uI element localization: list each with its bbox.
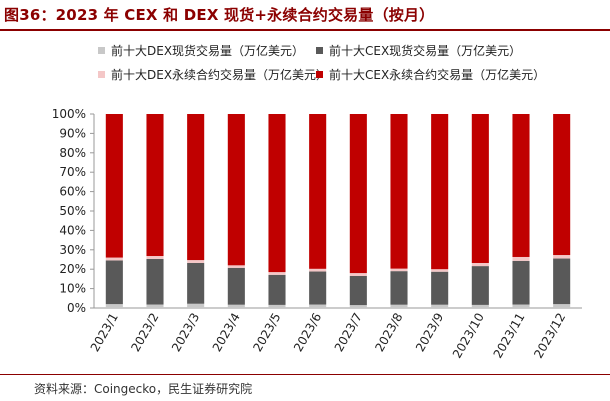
x-tick-label: 2023/12 — [531, 311, 568, 361]
y-tick-label: 40% — [59, 223, 86, 237]
bar-segment — [553, 304, 571, 308]
bar-segment — [146, 258, 164, 305]
bar-segment — [187, 303, 205, 308]
legend-item-dex-spot: 前十大DEX现货交易量（万亿美元） — [98, 42, 304, 59]
x-tick-label: 2023/2 — [128, 311, 161, 355]
bar-segment — [105, 304, 123, 308]
bar-segment — [431, 304, 449, 308]
y-tick-label: 100% — [52, 107, 86, 121]
bar-segment — [390, 271, 408, 305]
bar-segment — [146, 256, 164, 259]
x-tick-label: 2023/8 — [372, 311, 405, 355]
x-tick-label: 2023/5 — [250, 311, 283, 355]
y-tick-label: 10% — [59, 282, 86, 296]
y-tick-label: 30% — [59, 243, 86, 257]
legend-item-cex-perp: 前十大CEX永续合约交易量（万亿美元） — [316, 66, 545, 83]
legend-label: 前十大CEX永续合约交易量（万亿美元） — [329, 68, 546, 82]
legend-swatch — [98, 71, 105, 78]
legend-swatch — [316, 47, 323, 54]
y-tick-label: 80% — [59, 146, 86, 160]
x-tick-label: 2023/7 — [332, 311, 365, 355]
legend-item-cex-spot: 前十大CEX现货交易量（万亿美元） — [316, 42, 521, 59]
bar-segment — [512, 114, 530, 257]
y-tick-label: 50% — [59, 204, 86, 218]
bar-segment — [227, 304, 245, 308]
y-tick-label: 70% — [59, 165, 86, 179]
bar-segment — [512, 260, 530, 305]
bar-segment — [390, 114, 408, 269]
bar-segment — [471, 114, 489, 263]
source-note: 资料来源：Coingecko，民生证券研究院 — [34, 382, 253, 396]
chart-title: 图36：2023 年 CEX 和 DEX 现货+永续合约交易量（按月） — [4, 6, 435, 24]
bar-segment — [146, 114, 164, 257]
bar-segment — [146, 304, 164, 308]
bar-segment — [309, 268, 327, 272]
bar-segment — [349, 114, 367, 274]
bar-segment — [553, 114, 571, 256]
x-tick-label: 2023/6 — [291, 311, 324, 355]
bar-segment — [187, 114, 205, 261]
bar-segment — [349, 275, 367, 306]
title-divider — [0, 29, 610, 31]
bar-segment — [349, 305, 367, 308]
y-tick-label: 0% — [67, 301, 86, 315]
bar-segment — [390, 304, 408, 308]
bar-segment — [309, 271, 327, 305]
x-tick-label: 2023/1 — [88, 311, 121, 355]
bar-segment — [268, 304, 286, 308]
x-tick-label: 2023/9 — [413, 311, 446, 355]
legend-label: 前十大DEX现货交易量（万亿美元） — [111, 44, 305, 58]
legend-label: 前十大DEX永续合约交易量（万亿美元） — [111, 68, 329, 82]
x-tick-label: 2023/10 — [450, 311, 487, 361]
bar-segment — [471, 266, 489, 305]
bar-segment — [390, 268, 408, 272]
bar-segment — [268, 274, 286, 305]
bar-segment — [105, 260, 123, 305]
bar-segment — [431, 271, 449, 305]
legend-swatch — [316, 71, 323, 78]
x-tick-label: 2023/11 — [491, 311, 528, 361]
bar-segment — [105, 114, 123, 258]
bar-segment — [268, 272, 286, 275]
bar-segment — [471, 304, 489, 308]
bar-segment — [227, 267, 245, 305]
legend-swatch — [98, 47, 105, 54]
bar-segment — [268, 114, 286, 273]
bar-segment — [512, 304, 530, 308]
y-tick-label: 20% — [59, 262, 86, 276]
bar-segment — [227, 265, 245, 268]
bar-segment — [309, 114, 327, 269]
bar-segment — [553, 258, 571, 305]
x-tick-label: 2023/4 — [210, 311, 243, 355]
footer-divider — [0, 374, 610, 375]
bar-segment — [431, 114, 449, 270]
bar-segment — [553, 255, 571, 259]
bar-segment — [227, 114, 245, 266]
bar-segment — [431, 269, 449, 272]
y-tick-label: 60% — [59, 185, 86, 199]
legend-label: 前十大CEX现货交易量（万亿美元） — [329, 44, 522, 58]
legend-item-dex-perp: 前十大DEX永续合约交易量（万亿美元） — [98, 66, 328, 83]
bar-segment — [309, 304, 327, 308]
bar-segment — [187, 260, 205, 263]
bar-segment — [349, 273, 367, 276]
x-tick-label: 2023/3 — [169, 311, 202, 355]
bar-segment — [471, 262, 489, 267]
bar-segment — [512, 256, 530, 261]
y-tick-label: 90% — [59, 126, 86, 140]
bar-segment — [187, 262, 205, 304]
bar-segment — [105, 257, 123, 261]
